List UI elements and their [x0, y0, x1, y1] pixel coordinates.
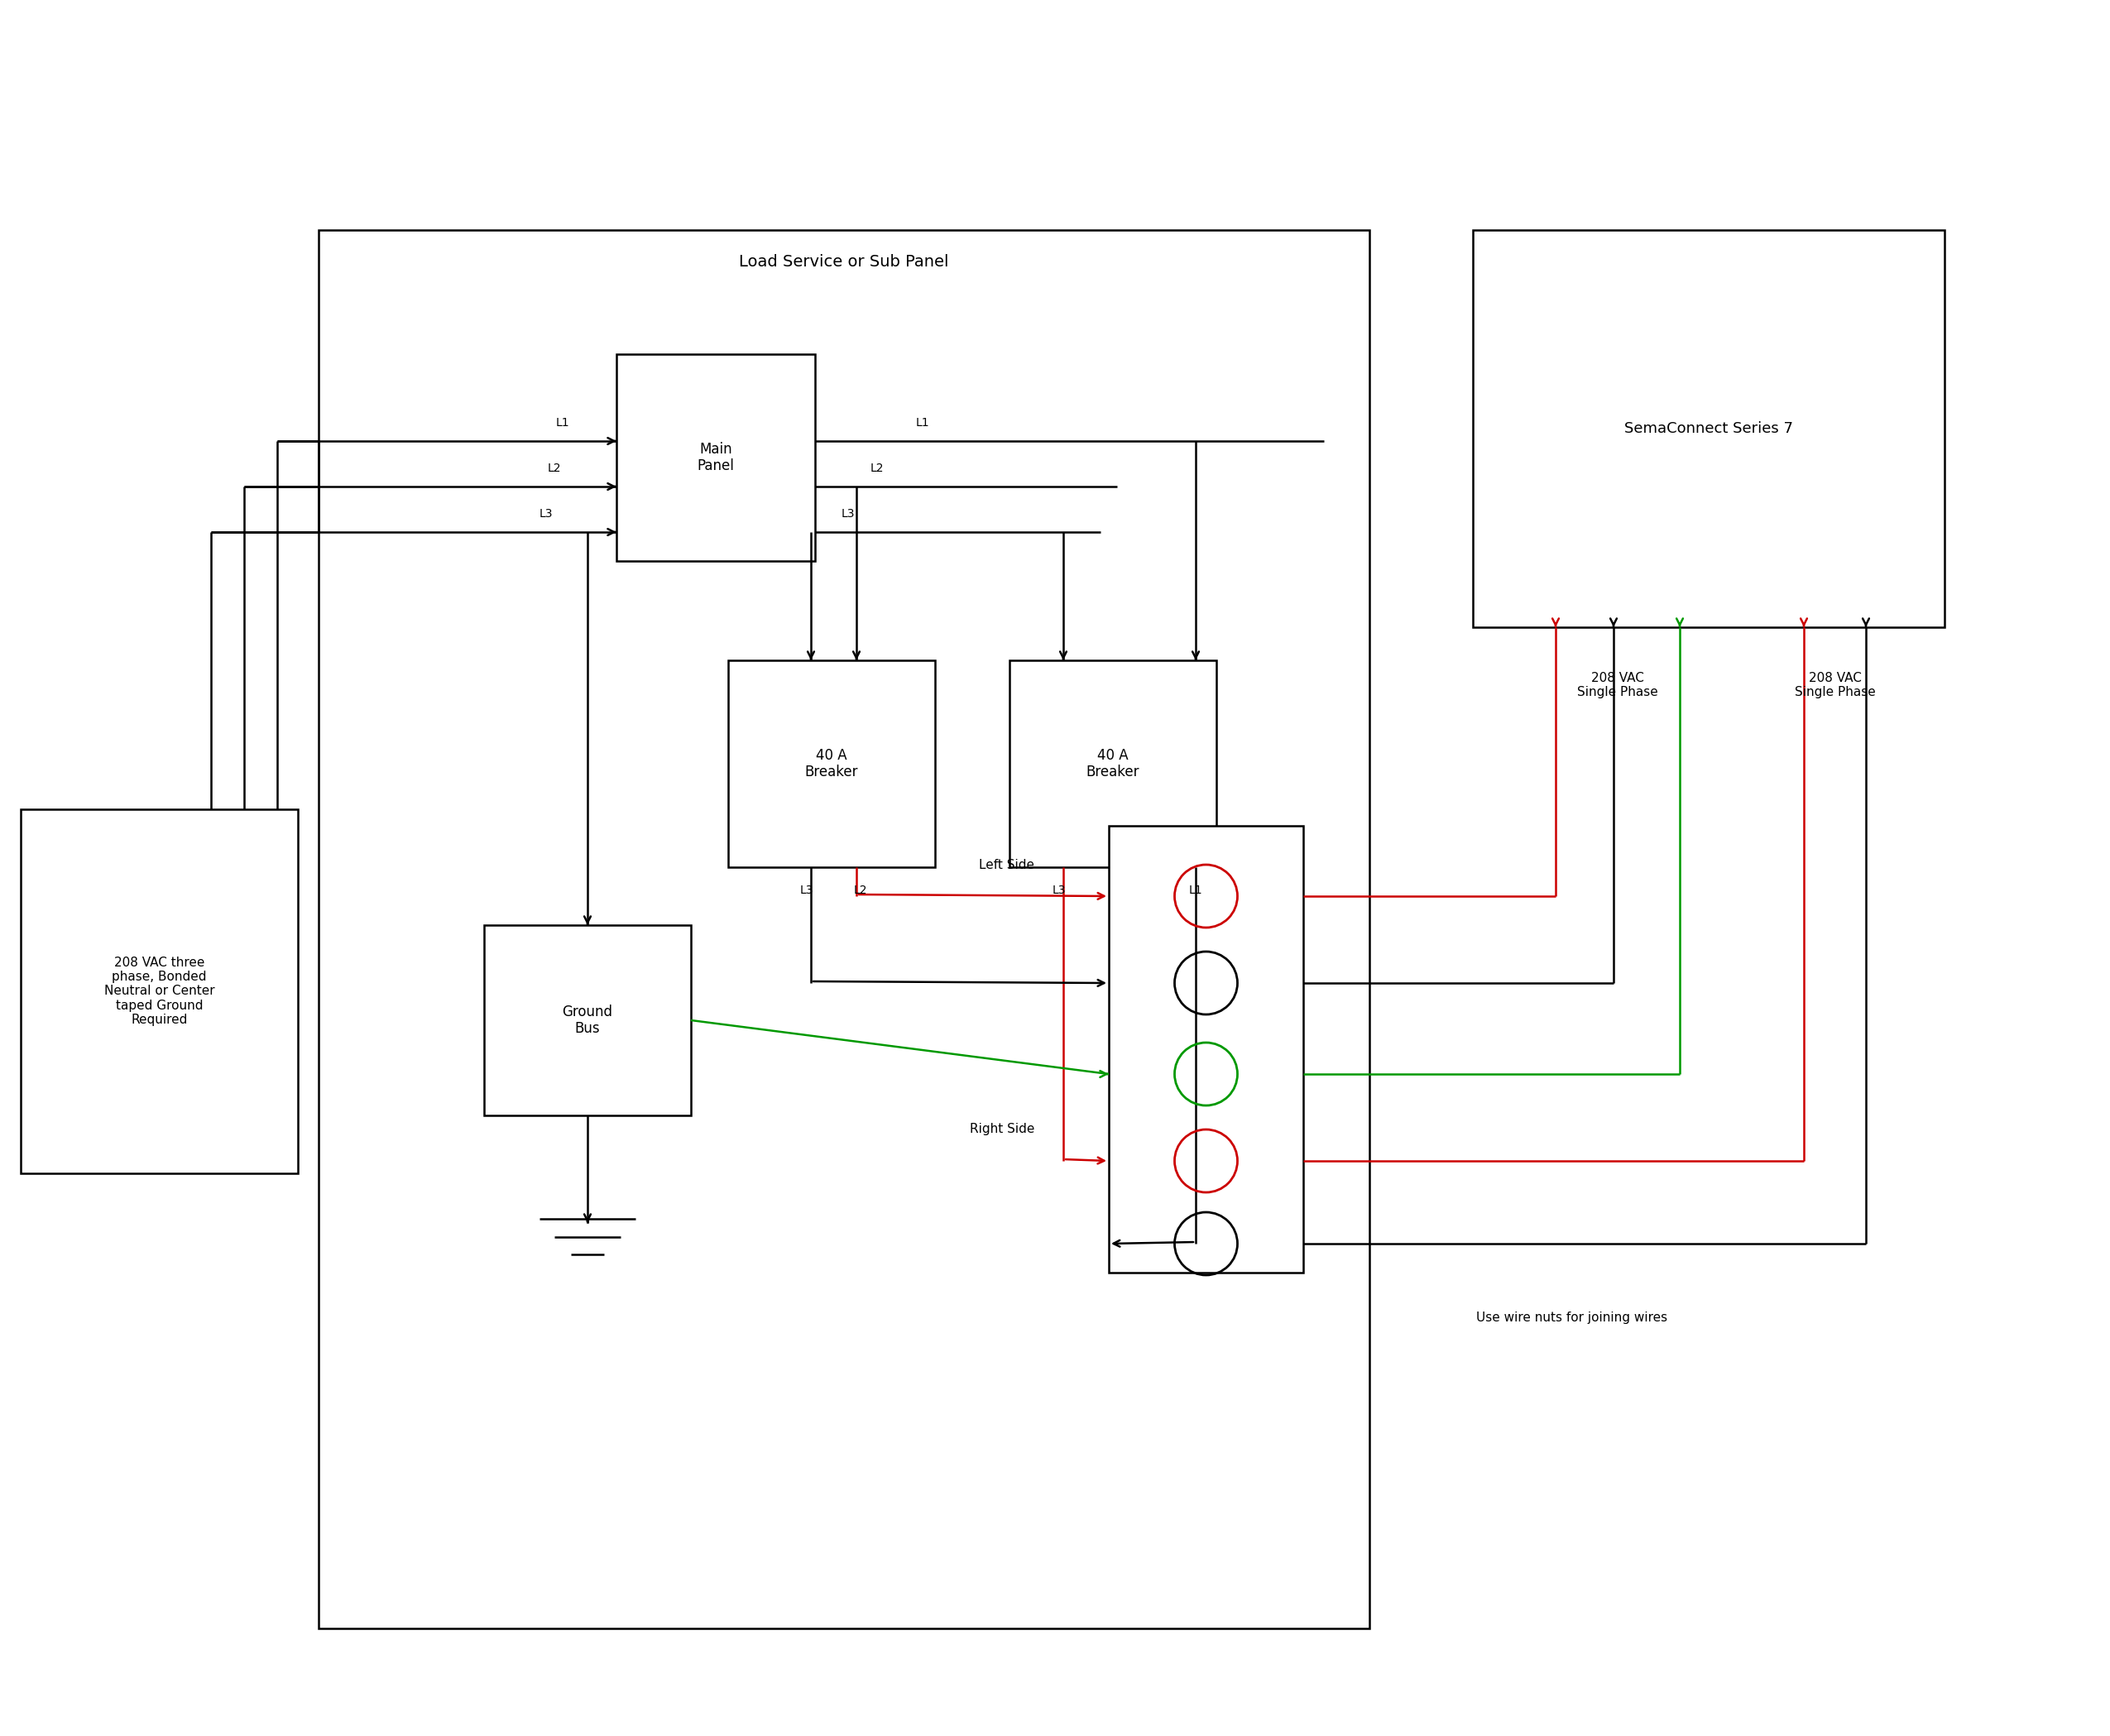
- FancyBboxPatch shape: [319, 231, 1369, 1628]
- Text: Main
Panel: Main Panel: [696, 441, 734, 474]
- Text: Load Service or Sub Panel: Load Service or Sub Panel: [738, 253, 949, 269]
- Text: L3: L3: [800, 885, 814, 896]
- Text: L3: L3: [842, 509, 855, 519]
- Text: L1: L1: [555, 417, 570, 429]
- FancyBboxPatch shape: [616, 354, 814, 561]
- Text: Left Side: Left Side: [979, 859, 1034, 871]
- FancyBboxPatch shape: [483, 925, 690, 1116]
- Text: 208 VAC
Single Phase: 208 VAC Single Phase: [1576, 672, 1658, 698]
- FancyBboxPatch shape: [1009, 660, 1215, 868]
- Text: L3: L3: [1053, 885, 1066, 896]
- Text: 208 VAC
Single Phase: 208 VAC Single Phase: [1793, 672, 1876, 698]
- Text: L3: L3: [540, 509, 553, 519]
- Text: Right Side: Right Side: [968, 1123, 1034, 1135]
- Text: Ground
Bus: Ground Bus: [561, 1003, 612, 1036]
- FancyBboxPatch shape: [1108, 826, 1304, 1272]
- Text: L2: L2: [869, 462, 884, 474]
- FancyBboxPatch shape: [728, 660, 935, 868]
- FancyBboxPatch shape: [21, 809, 298, 1174]
- Text: 40 A
Breaker: 40 A Breaker: [804, 748, 859, 779]
- FancyBboxPatch shape: [1473, 231, 1945, 627]
- Text: L2: L2: [549, 462, 561, 474]
- Text: 208 VAC three
phase, Bonded
Neutral or Center
taped Ground
Required: 208 VAC three phase, Bonded Neutral or C…: [103, 957, 215, 1026]
- Text: SemaConnect Series 7: SemaConnect Series 7: [1625, 422, 1793, 436]
- Text: Use wire nuts for joining wires: Use wire nuts for joining wires: [1477, 1312, 1667, 1325]
- Text: L1: L1: [916, 417, 931, 429]
- Text: L2: L2: [855, 885, 867, 896]
- Text: 40 A
Breaker: 40 A Breaker: [1087, 748, 1139, 779]
- Text: L1: L1: [1188, 885, 1203, 896]
